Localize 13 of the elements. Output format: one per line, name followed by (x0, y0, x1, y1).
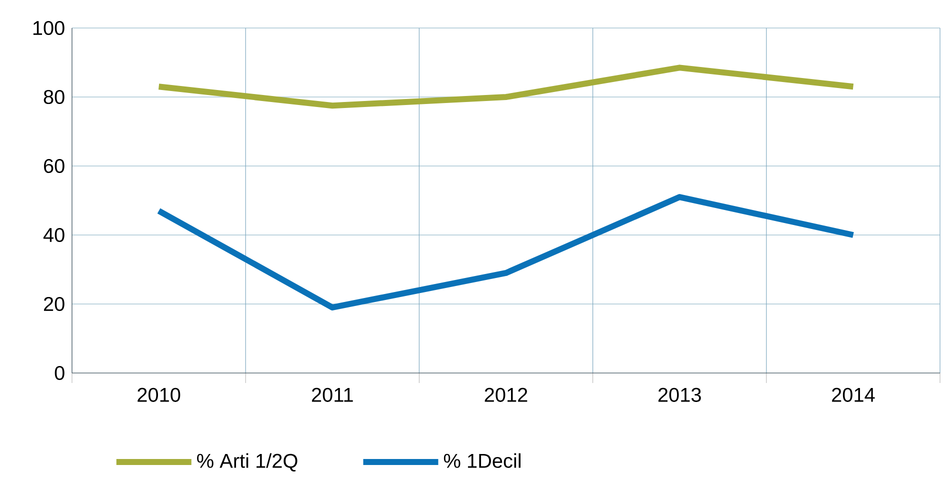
y-tick-label: 60 (44, 158, 64, 174)
x-tick-label: 2011 (312, 388, 353, 402)
x-tick-label: 2010 (138, 388, 180, 402)
x-tick-label: 2012 (484, 388, 528, 402)
legend-label: % Arti 1/2Q (197, 453, 298, 472)
y-tick-label: 80 (44, 90, 64, 104)
legend-label: % 1Decil (444, 453, 520, 468)
x-tick-label: 2013 (658, 388, 701, 402)
y-tick-label: 20 (44, 296, 64, 312)
y-tick-label: 100 (33, 20, 64, 36)
y-tick-label: 40 (43, 228, 64, 242)
y-tick-label: 0 (54, 366, 64, 380)
x-tick-label: 2014 (832, 388, 875, 402)
